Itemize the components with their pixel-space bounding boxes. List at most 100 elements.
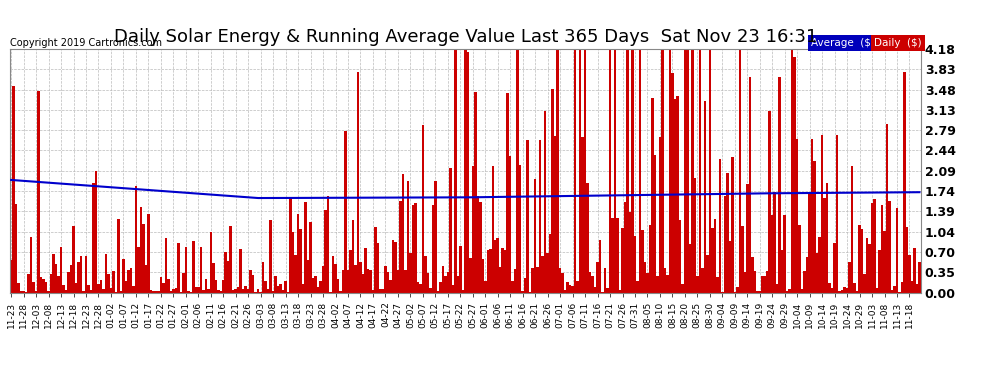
- Bar: [237, 287, 240, 292]
- Bar: [753, 271, 756, 292]
- Bar: [207, 289, 210, 292]
- Bar: [220, 291, 222, 292]
- Bar: [868, 244, 871, 292]
- Bar: [609, 49, 611, 292]
- Bar: [164, 238, 167, 292]
- Bar: [676, 96, 679, 292]
- Bar: [230, 226, 232, 292]
- Bar: [871, 202, 873, 292]
- Bar: [591, 276, 594, 292]
- Bar: [548, 234, 551, 292]
- Bar: [519, 165, 522, 292]
- Bar: [302, 284, 304, 292]
- Bar: [349, 250, 351, 292]
- Bar: [539, 140, 542, 292]
- Bar: [192, 241, 195, 292]
- Bar: [122, 259, 125, 292]
- Bar: [437, 291, 440, 292]
- Bar: [624, 202, 627, 292]
- Bar: [908, 255, 911, 292]
- Bar: [881, 205, 883, 292]
- Bar: [67, 272, 69, 292]
- Bar: [13, 86, 15, 292]
- Bar: [33, 282, 35, 292]
- Bar: [466, 52, 469, 292]
- Bar: [886, 124, 888, 292]
- Bar: [771, 215, 773, 292]
- Bar: [272, 291, 274, 292]
- Bar: [866, 238, 868, 292]
- Bar: [616, 218, 619, 292]
- Bar: [589, 272, 591, 292]
- Bar: [412, 205, 414, 292]
- Bar: [182, 273, 184, 292]
- Bar: [87, 285, 90, 292]
- Bar: [627, 49, 629, 292]
- Bar: [384, 266, 387, 292]
- Bar: [64, 290, 67, 292]
- Bar: [614, 49, 616, 292]
- Bar: [259, 291, 262, 292]
- Bar: [809, 194, 811, 292]
- Bar: [461, 291, 464, 292]
- Bar: [497, 237, 499, 292]
- Bar: [746, 184, 748, 292]
- Bar: [903, 72, 906, 292]
- Bar: [125, 281, 127, 292]
- Bar: [456, 276, 459, 292]
- Bar: [507, 93, 509, 292]
- Bar: [205, 279, 207, 292]
- Bar: [222, 280, 225, 292]
- Bar: [354, 265, 356, 292]
- Bar: [681, 284, 684, 292]
- Bar: [522, 291, 524, 292]
- Bar: [23, 291, 25, 292]
- Bar: [876, 288, 878, 292]
- Bar: [369, 270, 371, 292]
- Bar: [28, 274, 30, 292]
- Bar: [325, 210, 327, 292]
- Bar: [332, 256, 335, 292]
- Bar: [532, 268, 534, 292]
- Bar: [434, 180, 437, 292]
- Bar: [187, 291, 189, 292]
- Bar: [581, 137, 584, 292]
- Bar: [788, 289, 791, 292]
- Bar: [826, 183, 829, 292]
- Bar: [10, 260, 13, 292]
- Bar: [312, 278, 315, 292]
- Bar: [169, 291, 172, 292]
- Bar: [392, 240, 394, 292]
- Bar: [504, 250, 507, 292]
- Bar: [159, 278, 162, 292]
- Bar: [469, 258, 471, 292]
- Bar: [85, 256, 87, 292]
- Bar: [446, 272, 449, 292]
- Bar: [691, 49, 694, 292]
- Bar: [751, 257, 753, 292]
- Bar: [514, 269, 517, 292]
- Bar: [551, 89, 553, 292]
- Bar: [264, 281, 267, 292]
- Bar: [240, 249, 242, 292]
- Bar: [671, 74, 673, 292]
- Bar: [586, 183, 589, 292]
- Bar: [719, 159, 721, 292]
- Bar: [644, 262, 646, 292]
- Bar: [140, 207, 143, 292]
- Bar: [512, 281, 514, 292]
- Bar: [801, 289, 804, 292]
- Bar: [758, 291, 761, 292]
- Bar: [432, 205, 434, 292]
- Bar: [427, 273, 429, 292]
- Bar: [167, 279, 169, 292]
- Bar: [394, 242, 397, 292]
- Bar: [768, 111, 771, 292]
- Bar: [200, 248, 202, 292]
- Bar: [537, 267, 539, 292]
- Bar: [679, 220, 681, 292]
- Bar: [476, 196, 479, 292]
- Bar: [542, 256, 544, 292]
- Bar: [566, 282, 569, 292]
- Bar: [696, 276, 699, 292]
